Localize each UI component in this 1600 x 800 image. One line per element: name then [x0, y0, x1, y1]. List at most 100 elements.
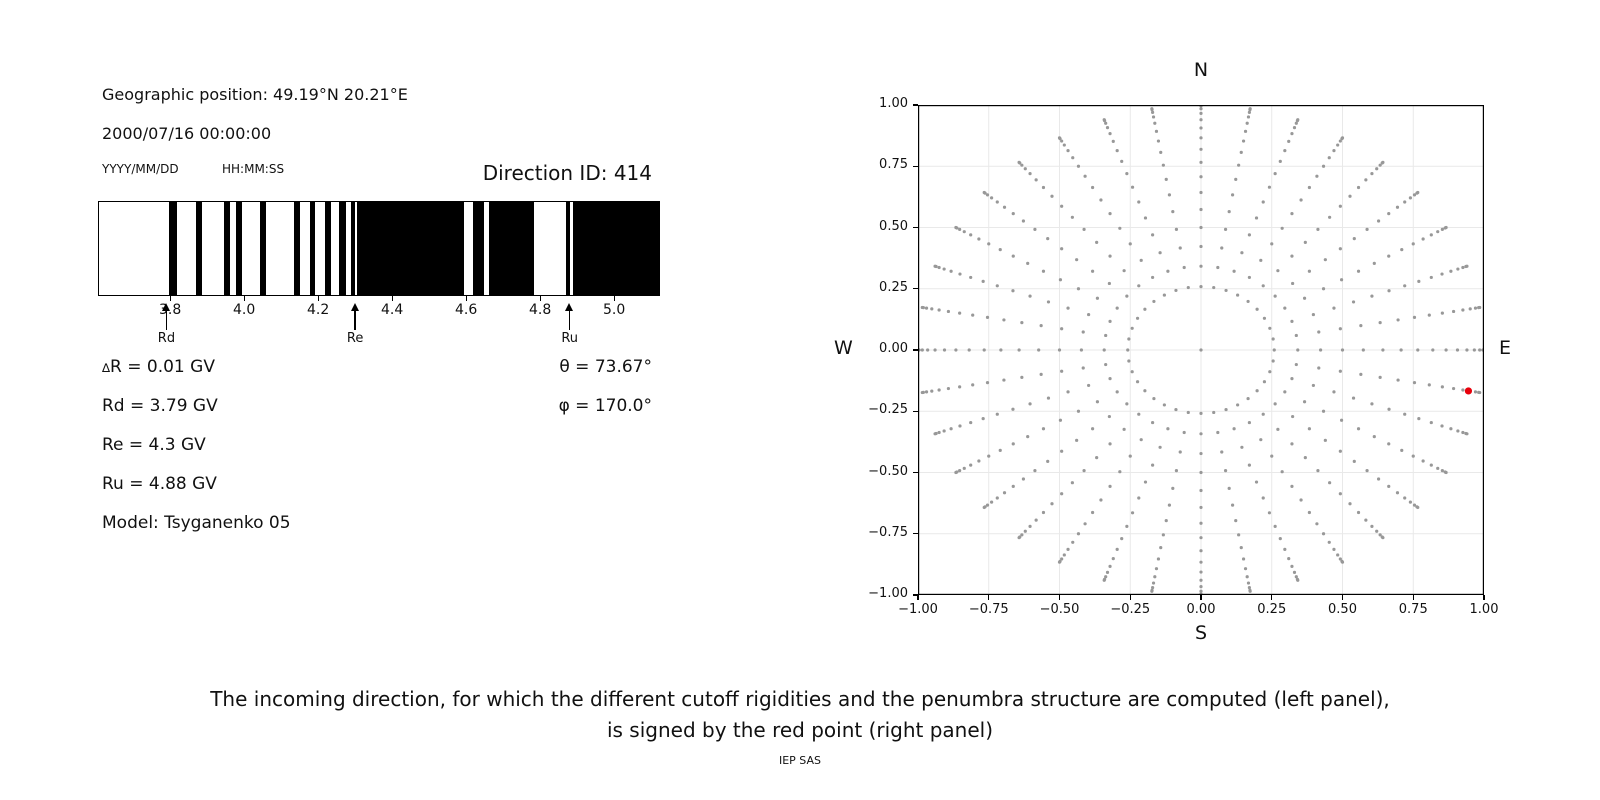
scatter-dot: [1230, 193, 1235, 197]
penumbra-axis-tick: [391, 296, 393, 301]
scatter-dot: [1095, 240, 1099, 244]
scatter-dot: [1023, 529, 1027, 533]
scatter-dot: [1151, 233, 1155, 237]
scatter-dot: [1223, 227, 1228, 231]
theta-value: θ = 73.67°: [559, 357, 652, 377]
scatter-dot: [1041, 427, 1046, 431]
scatter-dot: [1017, 160, 1021, 164]
scatter-dot: [971, 383, 975, 387]
scatter-dot: [1105, 126, 1110, 130]
scatter-dot: [1130, 185, 1135, 189]
scatter-dot: [954, 470, 958, 475]
scatter-dot: [1071, 540, 1075, 544]
scatter-dot: [1083, 174, 1087, 178]
scatter-dot: [1091, 510, 1095, 515]
scatter-dot: [981, 417, 985, 421]
scatter-dot: [1332, 306, 1336, 310]
scatter-dot: [1261, 496, 1265, 500]
scatter-dot: [985, 380, 990, 385]
cutoff-marker-label: Rd: [157, 331, 176, 346]
scatter-dot: [1011, 442, 1015, 446]
scatter-dot: [1273, 402, 1277, 406]
scatter-dot: [1317, 366, 1321, 370]
scatter-dot: [1234, 177, 1238, 181]
scatter-dot: [1440, 272, 1444, 276]
scatter-dot: [1104, 121, 1108, 125]
scatter-dot: [1039, 372, 1043, 377]
x-axis-tick: [1058, 595, 1061, 600]
scatter-dot: [1416, 348, 1420, 352]
y-axis-tick-label: −0.75: [868, 524, 908, 540]
scatter-dot: [1472, 348, 1476, 352]
scatter-dot: [1247, 110, 1251, 114]
scatter-dot: [1156, 139, 1161, 143]
scatter-dot: [1395, 205, 1400, 209]
scatter-dot: [1291, 414, 1295, 419]
scatter-dot: [1408, 196, 1413, 200]
x-axis-tick: [1341, 595, 1344, 600]
scatter-dot: [1294, 333, 1298, 338]
scatter-dot: [1245, 121, 1249, 125]
scatter-dot: [1062, 553, 1066, 557]
scatter-dot: [1020, 375, 1024, 379]
scatter-dot: [1237, 533, 1241, 537]
scatter-dot: [1199, 264, 1203, 268]
penumbra-black-band: [473, 202, 484, 295]
scatter-dot: [937, 308, 941, 312]
scatter-dot: [1246, 581, 1251, 585]
scatter-dot: [1125, 524, 1129, 528]
scatter-dot: [1011, 407, 1015, 411]
y-axis-tick: [913, 165, 918, 167]
scatter-dot: [1153, 121, 1157, 125]
scatter-dot: [1105, 570, 1110, 574]
scatter-dot: [1332, 390, 1336, 394]
scatter-dot: [1171, 486, 1175, 490]
scatter-dot: [1399, 348, 1403, 352]
scatter-dot: [1186, 410, 1190, 415]
scatter-dot: [1378, 533, 1382, 537]
scatter-dot: [1115, 390, 1119, 394]
scatter-dot: [1174, 407, 1178, 412]
scatter-dot: [1352, 237, 1356, 241]
scatter-dot: [1465, 432, 1469, 436]
scatter-dot: [1387, 484, 1391, 488]
scatter-dot: [1246, 115, 1251, 119]
scatter-dot: [1411, 454, 1415, 458]
scatter-dot: [1028, 294, 1032, 298]
scatter-dot: [1020, 321, 1024, 325]
scatter-dot: [1182, 430, 1186, 435]
scatter-dot: [1287, 139, 1291, 143]
scatter-dot: [1444, 470, 1448, 475]
scatter-dot: [1125, 172, 1129, 176]
scatter-dot: [1107, 414, 1111, 419]
scatter-dot: [1199, 585, 1203, 589]
scatter-dot: [1062, 143, 1066, 147]
scatter-dot: [1456, 267, 1460, 271]
scatter-dot: [1356, 427, 1361, 431]
scatter-dot: [962, 230, 966, 234]
figure-caption-line2: is signed by the red point (right panel): [606, 718, 994, 742]
scatter-dot: [1130, 511, 1135, 515]
x-axis-tick-label: −0.25: [1110, 602, 1151, 617]
scatter-dot: [1017, 348, 1021, 352]
scatter-dot: [1216, 430, 1220, 435]
scatter-dot: [1107, 281, 1111, 286]
scatter-dot: [1095, 296, 1100, 300]
x-axis-tick-label: −0.75: [968, 602, 1009, 617]
scatter-dot: [1436, 466, 1440, 470]
scatter-dot: [1403, 412, 1407, 416]
scatter-dot: [1017, 536, 1021, 540]
y-axis-tick-label: −0.25: [868, 402, 908, 418]
penumbra-barcode-plot: [98, 201, 660, 296]
scatter-dot: [1021, 219, 1026, 223]
scatter-dot: [1336, 143, 1340, 147]
scatter-dot: [1332, 547, 1336, 551]
scatter-dot: [920, 348, 924, 352]
scatter-dot: [1307, 510, 1311, 515]
scatter-dot: [1280, 226, 1284, 230]
compass-south-label: S: [1194, 622, 1208, 644]
scatter-dot: [985, 315, 990, 320]
x-axis-tick-label: 0.50: [1328, 602, 1357, 617]
scatter-dot: [1046, 300, 1051, 304]
scatter-dot: [1212, 410, 1216, 415]
